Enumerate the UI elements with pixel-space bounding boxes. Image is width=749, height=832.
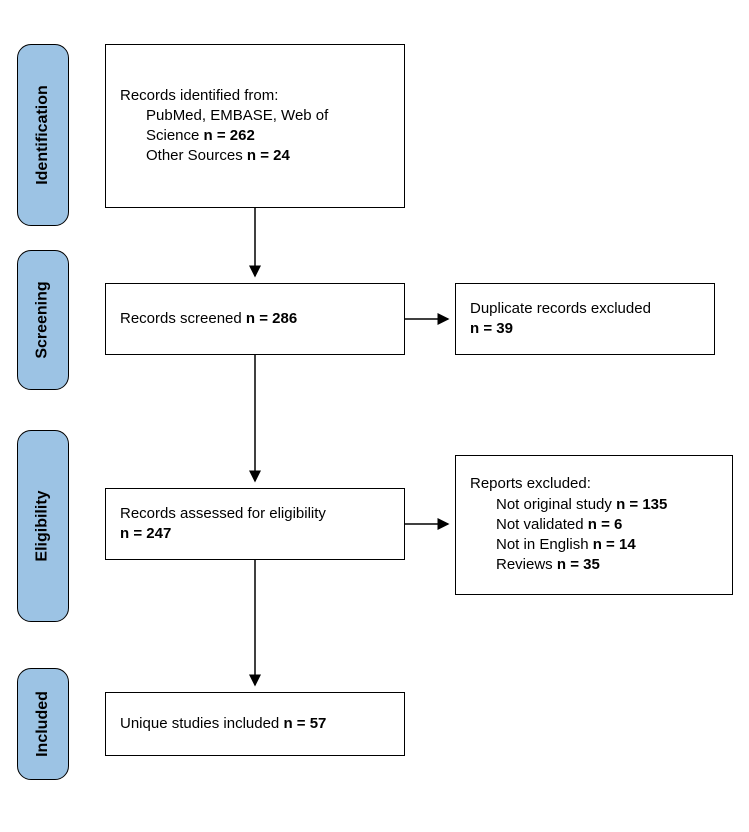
count: n = 262	[204, 127, 255, 144]
text: PubMed, EMBASE, Web of	[120, 106, 390, 126]
count: n = 35	[557, 556, 600, 573]
text: Not original study	[496, 496, 616, 513]
count: n = 39	[470, 319, 700, 339]
text: Records identified from:	[120, 86, 390, 106]
stage-label: Identification	[34, 85, 52, 185]
box-unique: Unique studies included n = 57	[105, 692, 405, 756]
text: Science n = 262	[120, 126, 390, 146]
text: Other Sources	[146, 147, 247, 164]
text: Other Sources n = 24	[120, 146, 390, 166]
stage-screening: Screening	[17, 250, 69, 390]
excluded-row: Reviews n = 35	[470, 555, 718, 575]
box-excluded: Reports excluded: Not original study n =…	[455, 455, 733, 595]
text: Duplicate records excluded	[470, 299, 700, 319]
stage-label: Included	[34, 691, 52, 757]
box-assessed: Records assessed for eligibility n = 247	[105, 488, 405, 560]
text: Not validated	[496, 516, 588, 533]
text: Unique studies included n = 57	[120, 714, 390, 734]
stage-label: Eligibility	[34, 490, 52, 561]
stage-label: Screening	[34, 281, 52, 358]
count: n = 247	[120, 524, 390, 544]
box-identification: Records identified from: PubMed, EMBASE,…	[105, 44, 405, 208]
count: n = 57	[283, 715, 326, 732]
count: n = 286	[246, 310, 297, 327]
box-duplicates: Duplicate records excluded n = 39	[455, 283, 715, 355]
prisma-flow-diagram: Identification Screening Eligibility Inc…	[0, 0, 749, 832]
count: n = 135	[616, 496, 667, 513]
text: Science	[146, 127, 204, 144]
box-screened: Records screened n = 286	[105, 283, 405, 355]
stage-identification: Identification	[17, 44, 69, 226]
count: n = 24	[247, 147, 290, 164]
text: Records screened n = 286	[120, 309, 390, 329]
stage-eligibility: Eligibility	[17, 430, 69, 622]
text: Reviews	[496, 556, 557, 573]
count: n = 6	[588, 516, 623, 533]
excluded-row: Not validated n = 6	[470, 515, 718, 535]
stage-included: Included	[17, 668, 69, 780]
excluded-row: Not in English n = 14	[470, 535, 718, 555]
text: Not in English	[496, 536, 593, 553]
text: Unique studies included	[120, 715, 283, 732]
text: Records screened	[120, 310, 246, 327]
count: n = 14	[593, 536, 636, 553]
text: Records assessed for eligibility	[120, 504, 390, 524]
excluded-row: Not original study n = 135	[470, 495, 718, 515]
text: Reports excluded:	[470, 474, 718, 494]
